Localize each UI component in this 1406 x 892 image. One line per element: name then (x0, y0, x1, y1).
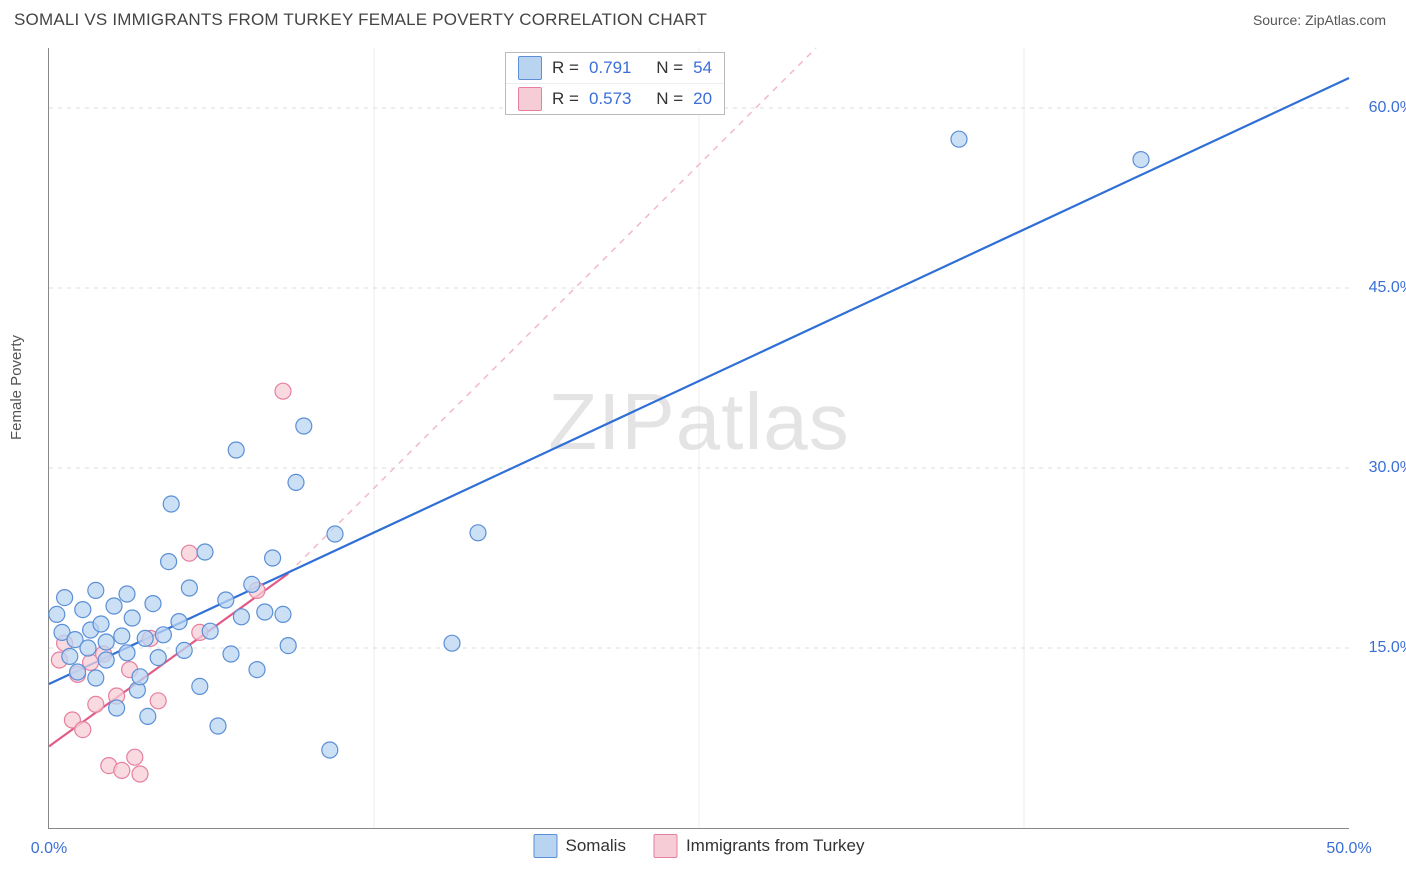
swatch-somalis (518, 56, 542, 80)
stats-row-turkey: R = 0.573 N = 20 (506, 83, 724, 114)
source-name: ZipAtlas.com (1305, 12, 1386, 28)
scatter-svg (49, 48, 1349, 828)
r-label: R = (552, 89, 579, 109)
n-label: N = (656, 58, 683, 78)
r-label: R = (552, 58, 579, 78)
swatch-turkey (518, 87, 542, 111)
swatch-somalis (533, 834, 557, 858)
source-label: Source: ZipAtlas.com (1253, 12, 1386, 28)
y-axis-label: Female Poverty (8, 335, 25, 440)
chart-plot-area: ZIPatlas R = 0.791 N = 54 R = 0.573 N = … (48, 48, 1349, 829)
n-value-turkey: 20 (693, 89, 712, 109)
r-value-turkey: 0.573 (589, 89, 632, 109)
n-value-somalis: 54 (693, 58, 712, 78)
y-tick: 45.0% (1369, 279, 1406, 297)
swatch-turkey (654, 834, 678, 858)
y-tick: 60.0% (1369, 99, 1406, 117)
r-value-somalis: 0.791 (589, 58, 632, 78)
x-tick: 0.0% (31, 840, 67, 858)
legend-item-turkey: Immigrants from Turkey (654, 834, 865, 858)
source-prefix: Source: (1253, 12, 1305, 28)
stats-legend: R = 0.791 N = 54 R = 0.573 N = 20 (505, 52, 725, 115)
n-label: N = (656, 89, 683, 109)
series-legend: Somalis Immigrants from Turkey (533, 834, 864, 858)
y-tick: 30.0% (1369, 459, 1406, 477)
legend-label-somalis: Somalis (565, 836, 625, 856)
x-tick: 50.0% (1326, 840, 1371, 858)
chart-title: SOMALI VS IMMIGRANTS FROM TURKEY FEMALE … (14, 10, 707, 30)
stats-row-somalis: R = 0.791 N = 54 (506, 53, 724, 83)
legend-item-somalis: Somalis (533, 834, 625, 858)
y-tick: 15.0% (1369, 639, 1406, 657)
legend-label-turkey: Immigrants from Turkey (686, 836, 865, 856)
